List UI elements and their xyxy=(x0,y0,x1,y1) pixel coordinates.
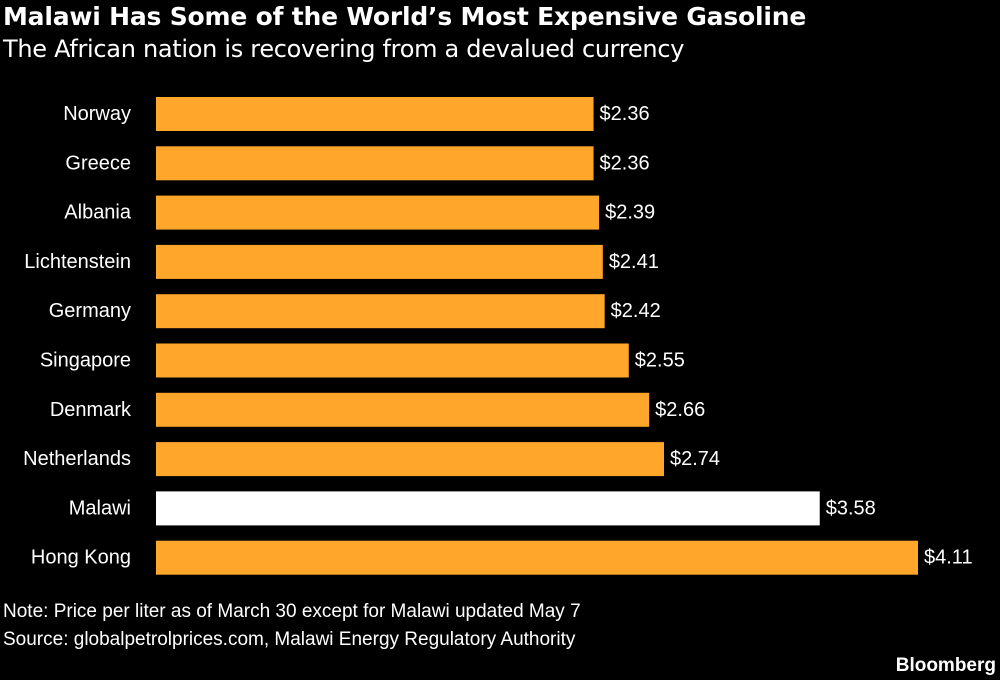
value-label-greece: $2.36 xyxy=(600,152,650,174)
bar-malawi xyxy=(156,491,820,526)
bar-greece xyxy=(156,146,594,181)
chart-subtitle: The African nation is recovering from a … xyxy=(3,35,685,63)
bar-singapore xyxy=(156,343,629,378)
value-label-lichtenstein: $2.41 xyxy=(609,251,659,273)
value-label-denmark: $2.66 xyxy=(655,399,705,421)
value-label-hong-kong: $4.11 xyxy=(924,547,973,569)
bar-chart: Norway Greece Albania Lichtenstein Germany Si… xyxy=(23,97,973,575)
value-label-singapore: $2.55 xyxy=(635,350,685,372)
value-labels-group: $2.36 $2.36 $2.39 $2.41 $2.42 $2.55 $2.66 $2.74… xyxy=(600,103,973,569)
bar-albania xyxy=(156,195,600,230)
value-label-norway: $2.36 xyxy=(600,103,650,125)
category-label-germany: Germany xyxy=(49,300,131,322)
category-labels-group: Norway Greece Albania Lichtenstein Germany Si… xyxy=(23,103,132,569)
value-label-germany: $2.42 xyxy=(611,300,661,322)
category-label-greece: Greece xyxy=(65,152,131,174)
chart-title: Malawi Has Some of the World’s Most Expe… xyxy=(3,2,807,31)
category-label-albania: Albania xyxy=(64,202,132,224)
chart-note: Note: Price per liter as of March 30 exc… xyxy=(3,601,581,622)
category-label-denmark: Denmark xyxy=(50,399,132,421)
chart-source: Source: globalpetrolprices.com, Malawi E… xyxy=(3,629,576,650)
bar-norway xyxy=(156,97,594,131)
bars-group xyxy=(156,97,918,575)
bar-lichtenstein xyxy=(156,244,603,279)
category-label-singapore: Singapore xyxy=(40,350,131,372)
value-label-malawi: $3.58 xyxy=(826,497,876,519)
category-label-lichtenstein: Lichtenstein xyxy=(24,251,131,273)
bar-germany xyxy=(156,294,605,329)
category-label-malawi: Malawi xyxy=(69,497,131,519)
brand-logo-text: Bloomberg xyxy=(895,655,996,676)
bar-netherlands xyxy=(156,442,664,477)
bar-hong-kong xyxy=(156,540,918,575)
value-label-netherlands: $2.74 xyxy=(670,448,720,470)
category-label-norway: Norway xyxy=(63,103,131,125)
bar-denmark xyxy=(156,392,650,427)
category-label-netherlands: Netherlands xyxy=(23,448,131,470)
value-label-albania: $2.39 xyxy=(605,202,655,224)
category-label-hong-kong: Hong Kong xyxy=(31,547,131,569)
